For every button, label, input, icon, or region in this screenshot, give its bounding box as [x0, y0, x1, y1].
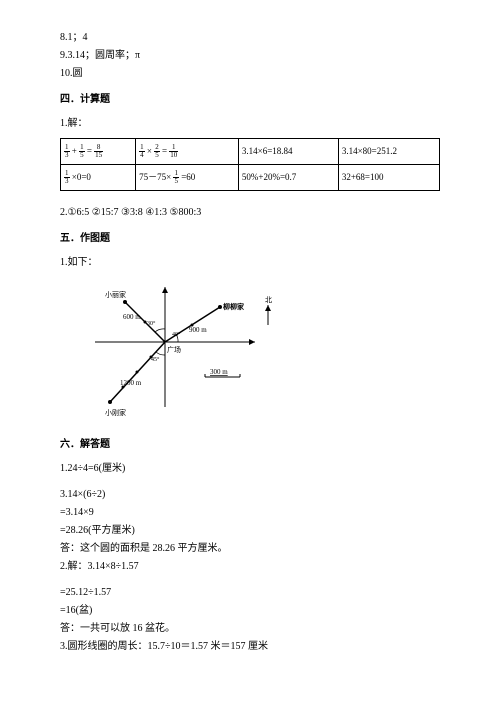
- sec6-l9: 答：一共可以放 16 盆花。: [60, 621, 440, 637]
- section-5-intro: 1.如下：: [60, 255, 440, 271]
- sec6-l8: =16(盆): [60, 603, 440, 619]
- cell-r1c3: 3.14×6=18.84: [238, 139, 338, 165]
- sec6-l10: 3.圆形线圈的周长：15.7÷10＝1.57 米＝157 厘米: [60, 639, 440, 655]
- cell-r2c2: 75－75× 15 =60: [136, 165, 239, 191]
- label-xiaoli: 小丽家: [105, 290, 126, 299]
- label-900: 900 m: [189, 326, 207, 334]
- section-4-intro: 1.解：: [60, 116, 440, 132]
- sec6-l6: 2.解：3.14×8÷1.57: [60, 559, 440, 575]
- section-5-title: 五．作图题: [60, 231, 440, 247]
- cell-r2c3: 50%+20%=0.7: [238, 165, 338, 191]
- sec6-l4: =28.26(平方厘米): [60, 523, 440, 539]
- label-guangchang: 广场: [167, 345, 181, 354]
- answer-line-2: 9.3.14；圆周率；π: [60, 48, 440, 64]
- cell-r1c2: 14 × 25 = 110: [136, 139, 239, 165]
- table-row: 13 ×0=0 75－75× 15 =60 50%+20%=0.7 32+68=…: [61, 165, 440, 191]
- calculation-table: 13 + 15 = 815 14 × 25 = 110 3.14×6=18.84…: [60, 138, 440, 191]
- section-6-title: 六．解答题: [60, 437, 440, 453]
- answer-line-1: 8.1；4: [60, 30, 440, 46]
- cell-r2c1: 13 ×0=0: [61, 165, 136, 191]
- label-north: 北: [265, 296, 272, 304]
- cell-r1c1: 13 + 15 = 815: [61, 139, 136, 165]
- label-40: 40°: [172, 331, 181, 338]
- label-xiaogang: 小刚家: [105, 408, 126, 417]
- cell-r2c2a: 75－75×: [139, 172, 171, 182]
- map-diagram: 小丽家 600 m 30° 柳柳家 900 m 40° 北 广场 45° 300…: [85, 277, 285, 427]
- sec6-l5: 答：这个圆的面积是 28.26 平方厘米。: [60, 541, 440, 557]
- cell-r1c4: 3.14×80=251.2: [338, 139, 439, 165]
- cell-r2c4: 32+68=100: [338, 165, 439, 191]
- table-row: 13 + 15 = 815 14 × 25 = 110 3.14×6=18.84…: [61, 139, 440, 165]
- label-liuliu: 柳柳家: [223, 302, 245, 311]
- section-4-line2: 2.①6:5 ②15:7 ③3:8 ④1:3 ⑤800:3: [60, 205, 440, 221]
- sec6-l2: 3.14×(6÷2): [60, 487, 440, 503]
- label-1200: 1200 m: [120, 379, 142, 387]
- sec6-l7: =25.12÷1.57: [60, 585, 440, 601]
- cell-r2c2b: =60: [181, 172, 195, 182]
- diagram-svg: 小丽家 600 m 30° 柳柳家 900 m 40° 北 广场 45° 300…: [85, 277, 285, 427]
- cell-r2c1-text: ×0=0: [72, 172, 91, 182]
- label-300: 300 m: [210, 368, 228, 376]
- section-4-title: 四．计算题: [60, 92, 440, 108]
- sec6-l3: =3.14×9: [60, 505, 440, 521]
- label-30: 30°: [147, 320, 156, 327]
- label-45: 45°: [151, 356, 160, 363]
- answer-line-3: 10.圆: [60, 66, 440, 82]
- label-600: 600 m: [123, 313, 141, 321]
- sec6-l1: 1.24÷4=6(厘米): [60, 461, 440, 477]
